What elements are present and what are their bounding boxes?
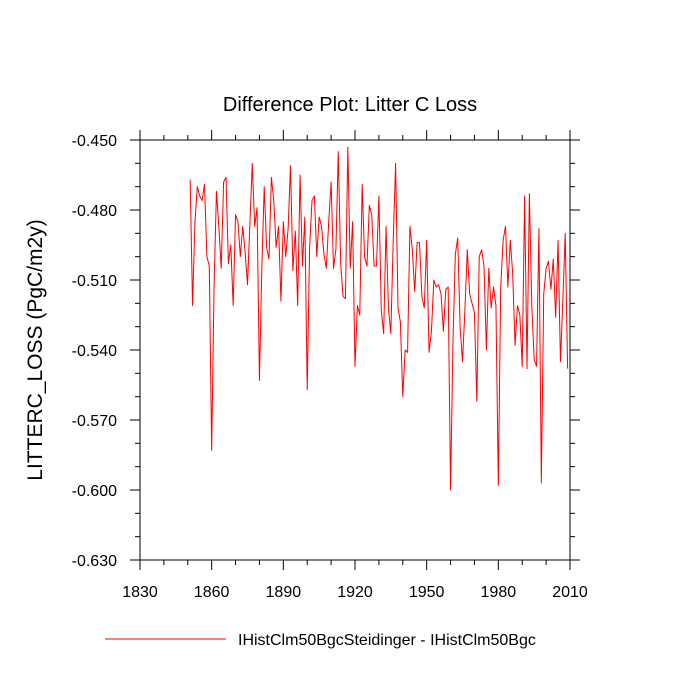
legend: IHistClm50BgcSteidinger - IHistClm50Bgc: [105, 632, 536, 649]
x-tick-label: 2010: [552, 584, 588, 601]
x-tick-label: 1950: [409, 584, 445, 601]
y-tick-label: -0.570: [72, 413, 117, 430]
y-tick-label: -0.480: [72, 203, 117, 220]
x-tick-label: 1980: [481, 584, 517, 601]
chart-title: Difference Plot: Litter C Loss: [223, 94, 477, 116]
plot-frame: [139, 139, 571, 561]
x-tick-label: 1890: [266, 584, 302, 601]
x-axis-ticks: 1830 1860 1890 1920 1950 1980 2010: [122, 130, 588, 601]
series-line: [189, 146, 569, 491]
y-tick-label: -0.540: [72, 343, 117, 360]
x-tick-label: 1830: [122, 584, 158, 601]
y-tick-label: -0.450: [72, 133, 117, 150]
series-layer: [189, 146, 569, 491]
y-tick-label: -0.630: [72, 553, 117, 570]
x-tick-label: 1920: [337, 584, 373, 601]
y-tick-label: -0.510: [72, 273, 117, 290]
y-axis-label: LITTERC_LOSS (PgC/m2y): [24, 219, 47, 480]
y-tick-label: -0.600: [72, 483, 117, 500]
y-axis-ticks: -0.450 -0.480 -0.510 -0.540 -0.570 -0.600 -0.6…: [72, 133, 580, 570]
legend-label: IHistClm50BgcSteidinger - IHistClm50Bgc: [238, 632, 536, 649]
x-tick-label: 1860: [194, 584, 230, 601]
